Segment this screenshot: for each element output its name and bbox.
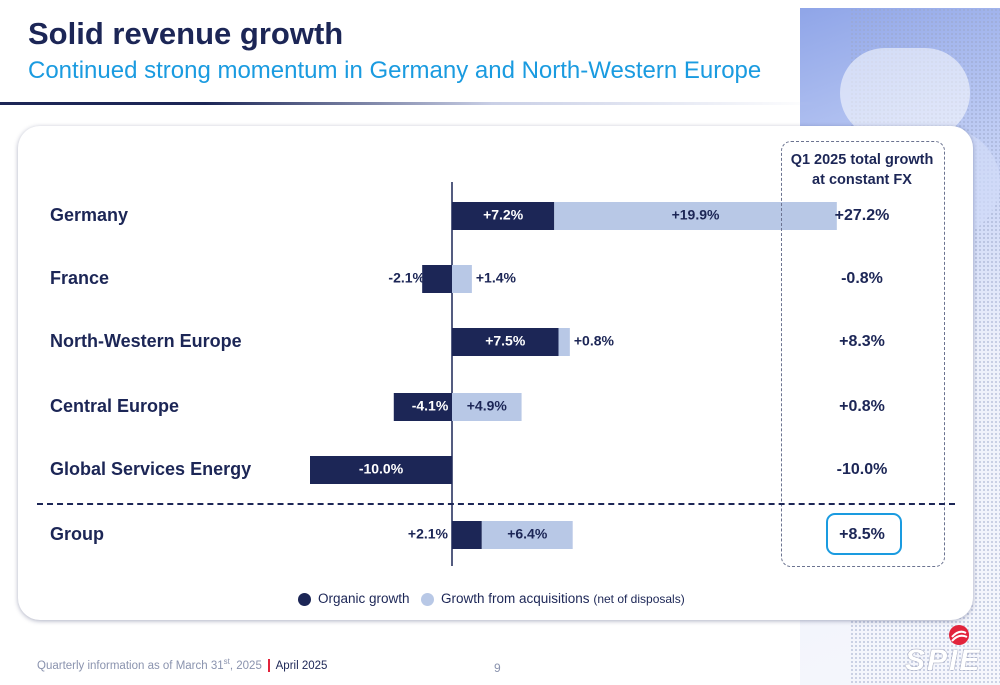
organic-bar <box>310 456 452 484</box>
acquisition-data-label: +19.9% <box>672 207 720 223</box>
footer-note-suffix: , 2025 <box>229 659 262 672</box>
organic-bar <box>452 202 555 230</box>
organic-data-label: -10.0% <box>359 461 404 477</box>
total-growth-header: Q1 2025 total growth at constant FX <box>781 150 943 190</box>
footer-note: Quarterly information as of March 31st, … <box>37 657 328 673</box>
total-growth-value: -0.8% <box>841 270 883 287</box>
row-label: Germany <box>50 205 129 225</box>
organic-data-label: +7.2% <box>483 207 524 223</box>
row-label: Central Europe <box>50 396 180 416</box>
row-label: North-Western Europe <box>50 331 242 351</box>
total-growth-value: +0.8% <box>839 398 885 415</box>
organic-bar <box>393 393 452 421</box>
organic-bar <box>452 328 559 356</box>
spie-logo: SPIE <box>905 644 982 677</box>
slide-title: Solid revenue growth <box>28 16 344 51</box>
legend-acquisitions-label: Growth from acquisitions (net of disposa… <box>441 591 685 606</box>
acquisition-data-label: +1.4% <box>476 270 517 286</box>
footer-separator <box>268 659 271 673</box>
organic-bar <box>452 521 482 549</box>
total-growth-panel <box>781 141 945 567</box>
acquisition-bar <box>452 265 472 293</box>
acquisition-bar <box>554 202 837 230</box>
acquisition-data-label: +6.4% <box>507 526 548 542</box>
photo-highlight <box>840 48 970 138</box>
acquisition-bar <box>452 393 522 421</box>
legend-organic-dot <box>298 593 311 606</box>
page-number: 9 <box>494 661 501 675</box>
legend-organic-label: Organic growth <box>318 591 410 606</box>
footer-note-sup: st <box>223 657 230 666</box>
group-total-highlight <box>826 513 902 555</box>
organic-data-label: +7.5% <box>485 333 526 349</box>
row-label: Global Services Energy <box>50 459 252 479</box>
acquisition-data-label: +4.9% <box>467 398 508 414</box>
acquisition-data-label: +0.8% <box>574 333 615 349</box>
organic-data-label: -4.1% <box>412 398 449 414</box>
legend-acquisitions-note: (net of disposals) <box>593 592 685 606</box>
total-growth-value: +8.3% <box>839 333 885 350</box>
title-underline <box>0 102 820 105</box>
spie-logo-icon <box>949 625 969 645</box>
row-label: France <box>50 268 110 288</box>
organic-data-label: +2.1% <box>408 526 449 542</box>
organic-data-label: -2.1% <box>388 270 425 286</box>
footer-note-text: Quarterly information as of March 31 <box>37 659 224 672</box>
total-growth-value: -10.0% <box>836 461 888 478</box>
slide-subtitle: Continued strong momentum in Germany and… <box>28 57 762 84</box>
organic-bar <box>422 265 452 293</box>
group-separator <box>37 503 955 505</box>
acquisition-bar <box>481 521 573 549</box>
total-header-line: Q1 2025 total growth <box>790 152 934 168</box>
row-label: Group <box>50 524 104 544</box>
total-header-line: at constant FX <box>812 172 912 188</box>
footer-date: April 2025 <box>275 659 328 672</box>
total-growth-value: +27.2% <box>834 207 890 224</box>
acquisition-bar <box>558 328 570 356</box>
total-growth-value: +8.5% <box>839 526 885 543</box>
legend-acquisitions-dot <box>421 593 434 606</box>
legend-acquisitions-text: Growth from acquisitions <box>441 591 590 606</box>
